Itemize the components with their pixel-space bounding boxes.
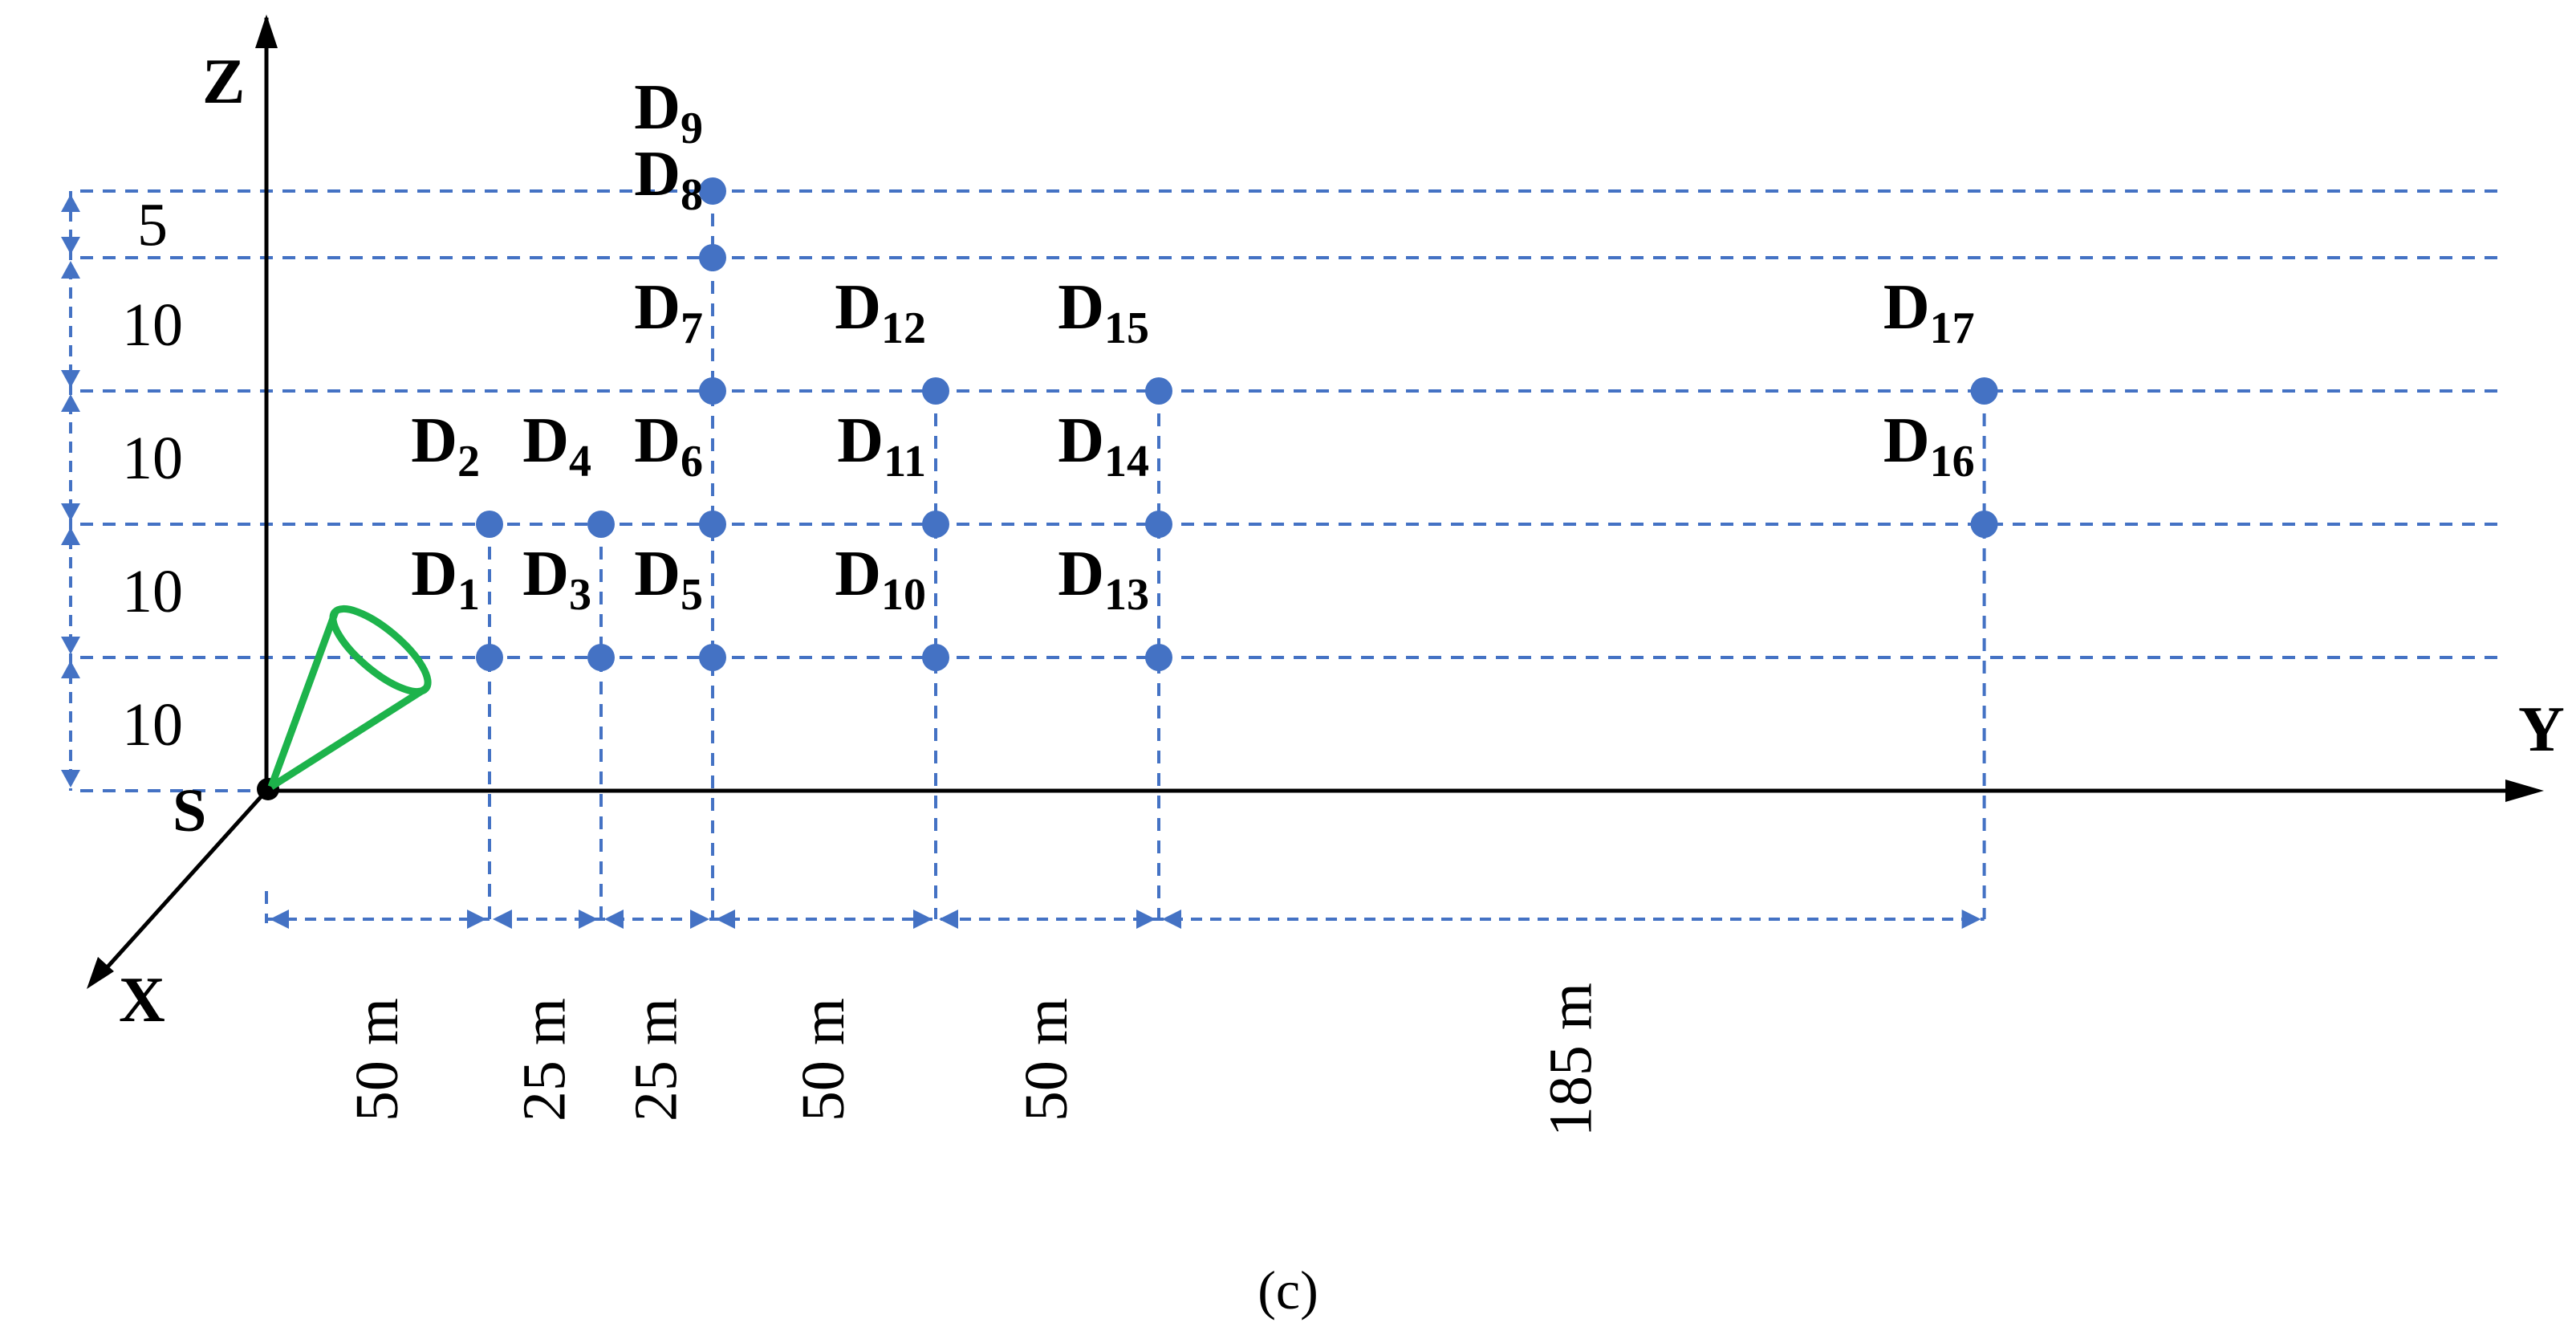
detector-label-d5: D5	[634, 539, 703, 620]
detector-label-d12: D12	[835, 272, 926, 353]
dimension-arrowhead	[1961, 910, 1981, 929]
dimension-arrowhead	[61, 661, 80, 678]
horizontal-interval-label: 25 m	[623, 998, 690, 1121]
horizontal-interval-label: 50 m	[1013, 998, 1080, 1121]
origin-label: S	[173, 777, 206, 845]
dimension-arrowhead	[61, 770, 80, 788]
dimension-arrowhead	[61, 370, 80, 388]
x-axis-arrowhead	[87, 957, 114, 989]
y-axis-label: Y	[2518, 694, 2565, 765]
axes	[87, 14, 2544, 989]
dimension-arrowhead	[939, 910, 958, 929]
detector-point-d11	[922, 511, 949, 538]
detector-point-d5	[699, 644, 726, 671]
detector-points	[476, 177, 1998, 671]
dimension-arrowhead	[716, 910, 735, 929]
dimension-arrowhead	[579, 910, 598, 929]
detector-point-d17	[1970, 377, 1998, 405]
dimension-arrowhead	[270, 910, 289, 929]
detector-point-d12	[922, 377, 949, 405]
detector-label-d17: D17	[1883, 272, 1975, 353]
horizontal-interval-label: 25 m	[511, 998, 579, 1121]
dimension-arrowhead	[61, 637, 80, 654]
figure-caption: (c)	[1258, 1260, 1318, 1321]
height-interval-label: 5	[137, 192, 168, 259]
dimension-arrowhead	[467, 910, 486, 929]
detector-point-d3	[587, 644, 615, 671]
detector-point-d4	[587, 511, 615, 538]
detector-label-d9: D9	[634, 72, 703, 153]
height-interval-label: 10	[122, 425, 183, 492]
detector-label-d16: D16	[1883, 405, 1975, 486]
guide-lines	[80, 189, 2504, 919]
z-axis-label: Z	[202, 47, 245, 117]
detector-label-d2: D2	[411, 405, 480, 486]
dimension-arrowhead	[61, 503, 80, 521]
dimension-arrowhead	[1162, 910, 1181, 929]
dimension-arrowhead	[604, 910, 624, 929]
detector-point-d10	[922, 644, 949, 671]
detector-label-d3: D3	[522, 539, 591, 620]
horizontal-dimensions: 50 m 25 m 25 m 50 m 50 m 185 m	[265, 891, 1985, 1137]
detector-point-d16	[1970, 511, 1998, 538]
height-interval-label: 10	[122, 558, 183, 625]
dimension-arrowhead	[493, 910, 512, 929]
horizontal-interval-label: 50 m	[790, 998, 857, 1121]
detector-point-d8	[699, 244, 726, 271]
detector-point-d14	[1145, 511, 1172, 538]
detector-point-d15	[1145, 377, 1172, 405]
dimension-arrowhead	[61, 394, 80, 412]
detector-label-d6: D6	[634, 405, 703, 486]
detector-point-d7	[699, 377, 726, 405]
detector-point-d6	[699, 511, 726, 538]
dimension-arrowhead	[690, 910, 709, 929]
x-axis-label: X	[119, 965, 165, 1036]
detector-label-d8: D8	[634, 139, 703, 220]
height-dimensions: 5 10 10 10 10	[61, 191, 183, 791]
horizontal-interval-label: 50 m	[343, 998, 411, 1121]
dimension-arrowhead	[1136, 910, 1156, 929]
detector-label-d10: D10	[835, 539, 926, 620]
dimension-arrowhead	[61, 194, 80, 212]
dimension-arrowhead	[61, 237, 80, 254]
dimension-arrowhead	[913, 910, 932, 929]
detector-point-d2	[476, 511, 503, 538]
detector-label-d4: D4	[522, 405, 591, 486]
horizontal-interval-label: 185 m	[1537, 983, 1604, 1137]
dimension-arrowhead	[61, 527, 80, 545]
detector-label-d15: D15	[1058, 272, 1149, 353]
height-interval-label: 10	[122, 691, 183, 759]
detector-point-d1	[476, 644, 503, 671]
y-axis-arrowhead	[2505, 779, 2544, 802]
detector-point-d9	[699, 177, 726, 205]
detector-label-d7: D7	[634, 272, 703, 353]
x-axis	[95, 789, 268, 981]
height-interval-label: 10	[122, 291, 183, 359]
detector-label-d13: D13	[1058, 539, 1149, 620]
detector-label-d11: D11	[837, 405, 926, 486]
detector-label-d1: D1	[411, 539, 480, 620]
detector-label-d14: D14	[1058, 405, 1149, 486]
detector-point-d13	[1145, 644, 1172, 671]
cone-source-icon	[267, 604, 432, 790]
dimension-arrowhead	[61, 261, 80, 279]
z-axis-arrowhead	[255, 14, 278, 48]
